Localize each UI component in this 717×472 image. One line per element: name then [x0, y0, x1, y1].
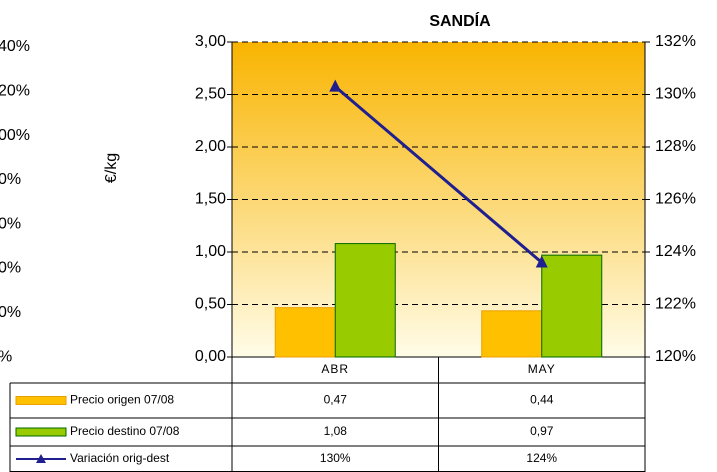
- y-axis-label: €/kg: [103, 153, 120, 183]
- chart-title: SANDÍA: [429, 11, 491, 30]
- legend-label: Precio destino 07/08: [70, 424, 180, 438]
- bar: [274, 307, 336, 358]
- table-value: 124%: [526, 451, 557, 465]
- legend-label: Precio origen 07/08: [70, 393, 174, 407]
- fragment-label: 0%: [0, 215, 21, 232]
- table-value: 130%: [320, 451, 351, 465]
- fragment-label: 0%: [0, 171, 21, 188]
- table-value: 1,08: [324, 424, 348, 438]
- bar: [541, 254, 603, 358]
- y-tick-label: 2,00: [195, 138, 226, 155]
- y2-tick-label: 124%: [655, 243, 696, 260]
- legend-swatch: [15, 396, 67, 405]
- x-tick-label: ABR: [321, 362, 349, 376]
- table-value: 0,47: [324, 393, 348, 407]
- y2-tick-label: 128%: [655, 138, 696, 155]
- line: [334, 85, 543, 264]
- y-tick-label: 0,50: [195, 296, 226, 313]
- y2-tick-label: 120%: [655, 348, 696, 365]
- y-tick-label: 0,00: [195, 348, 226, 365]
- table-value: 0,44: [530, 393, 554, 407]
- y-tick-label: 3,00: [195, 33, 226, 50]
- y2-tick-label: 122%: [655, 296, 696, 313]
- legend-swatch: [15, 427, 67, 437]
- x-tick-label: MAY: [528, 362, 556, 376]
- fragment-label: 40%: [0, 38, 30, 55]
- y2-tick-label: 126%: [655, 191, 696, 208]
- legend-label: Variación orig-dest: [70, 451, 170, 465]
- y-tick-label: 1,50: [195, 191, 226, 208]
- bar: [481, 310, 543, 358]
- y-tick-label: 1,00: [195, 243, 226, 260]
- fragment-label: 00%: [0, 127, 30, 144]
- bar: [334, 243, 396, 358]
- fragment-label: 0%: [0, 304, 21, 321]
- y2-tick-label: 132%: [655, 33, 696, 50]
- line-marker: [535, 255, 548, 268]
- fragment-label: %: [0, 348, 12, 365]
- legend-marker: [36, 454, 46, 463]
- table-value: 0,97: [530, 424, 554, 438]
- y-tick-label: 2,50: [195, 86, 226, 103]
- y2-tick-label: 130%: [655, 86, 696, 103]
- fragment-label: 0%: [0, 260, 21, 277]
- fragment-label: 20%: [0, 83, 30, 100]
- line-marker: [329, 79, 342, 92]
